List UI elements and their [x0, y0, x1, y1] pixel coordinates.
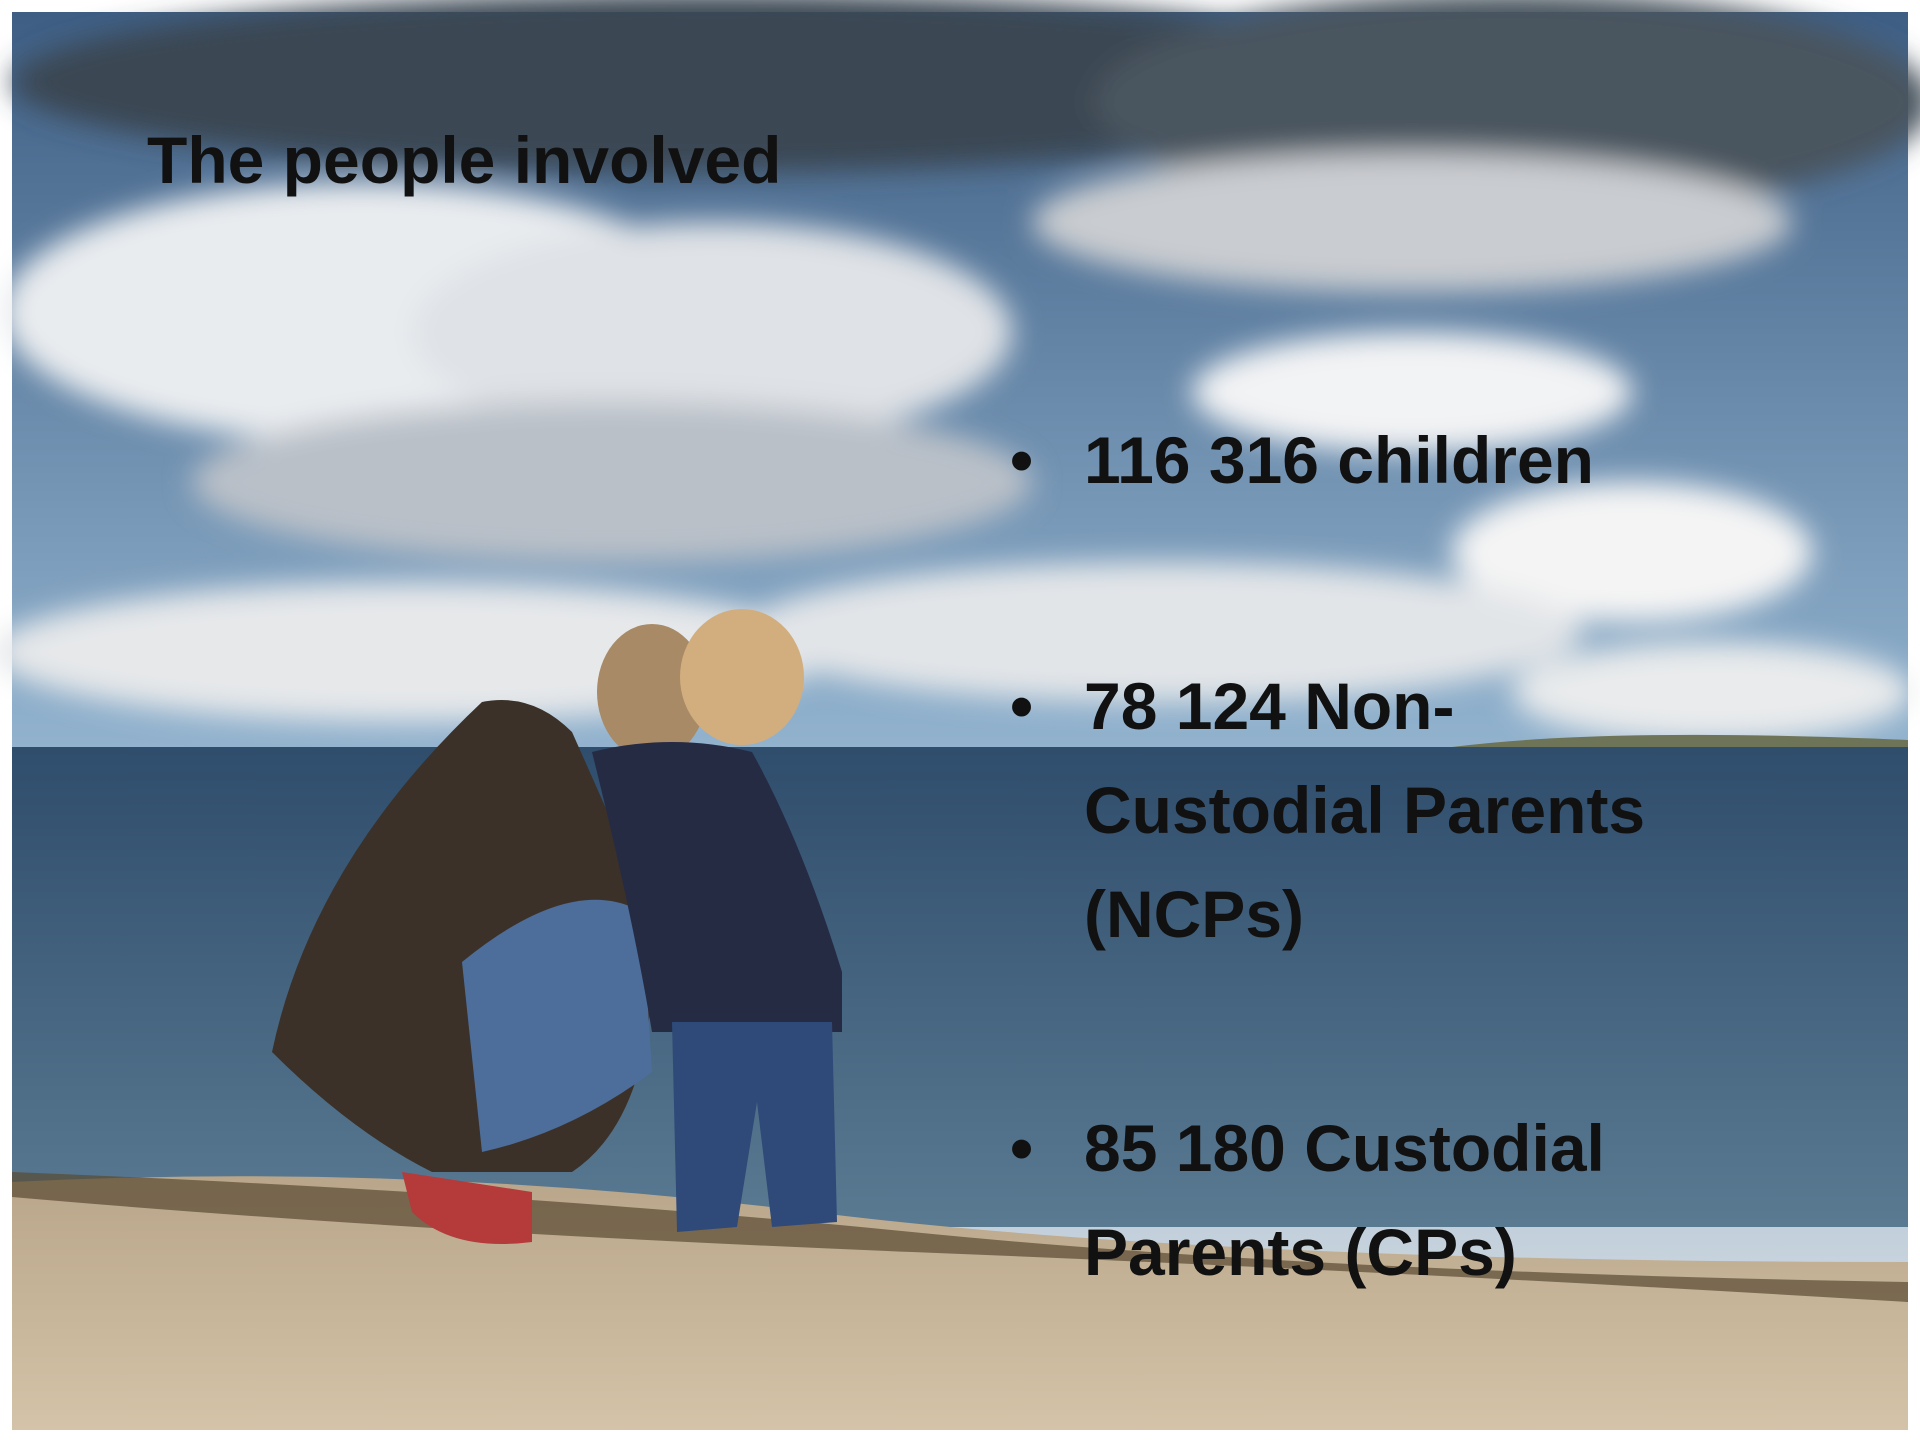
- slide: The people involved 116 316 children 78 …: [0, 0, 1920, 1440]
- bullet-item: 78 124 Non-Custodial Parents (NCPs): [1010, 654, 1730, 966]
- slide-title: The people involved: [147, 122, 781, 198]
- bullet-text: 78 124 Non-Custodial Parents (NCPs): [1084, 654, 1724, 966]
- bullet-item: 85 180 Custodial Parents (CPs): [1010, 1096, 1730, 1304]
- bullet-text: 116 316 children: [1084, 408, 1724, 512]
- bullet-list: 116 316 children 78 124 Non-Custodial Pa…: [1010, 408, 1730, 1304]
- bullet-item: 116 316 children: [1010, 408, 1730, 512]
- bullet-text: 85 180 Custodial Parents (CPs): [1084, 1096, 1724, 1304]
